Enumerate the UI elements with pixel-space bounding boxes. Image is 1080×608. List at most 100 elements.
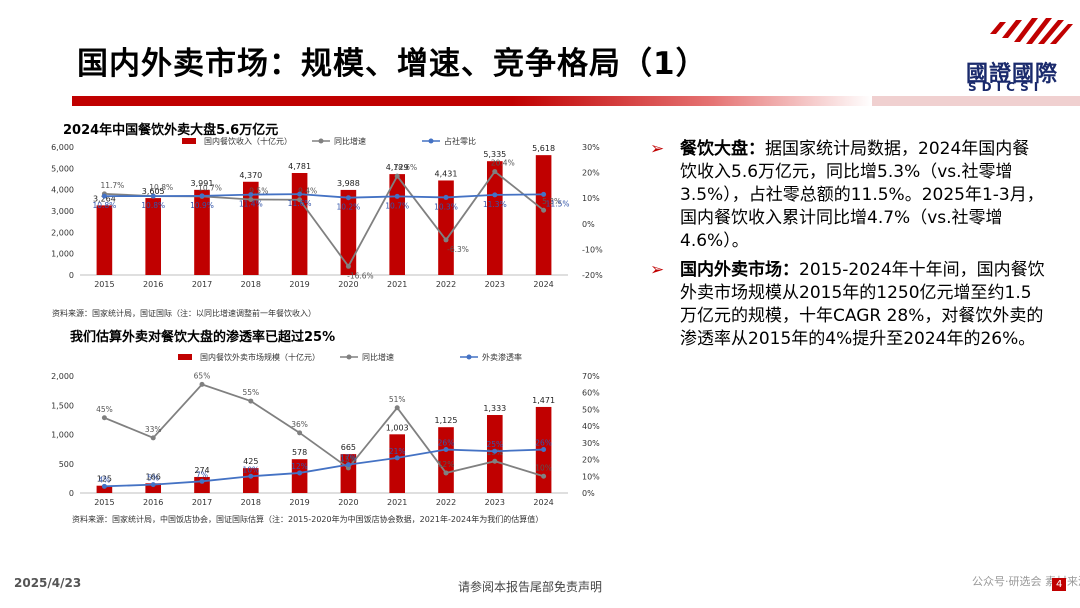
x-tick-label: 2021	[387, 498, 407, 507]
bar	[145, 483, 162, 493]
bar	[438, 427, 454, 493]
x-tick-label: 2020	[338, 498, 358, 507]
bar	[194, 189, 210, 275]
y-right-tick-label: 70%	[582, 372, 600, 381]
ratio-value-label: 7%	[196, 470, 208, 479]
bar	[242, 468, 259, 493]
y-right-tick-label: 20%	[582, 456, 600, 465]
legend-bar-swatch	[178, 354, 192, 360]
ratio-line	[104, 448, 544, 488]
bar-value-label: 1,333	[483, 404, 506, 413]
growth-point	[297, 430, 303, 436]
bar-value-label: 1,125	[435, 416, 458, 425]
y-left-tick-label: 1,500	[51, 401, 74, 410]
bar-value-label: 3,988	[337, 179, 360, 188]
bar-value-label: 665	[341, 443, 356, 452]
y-right-tick-label: 10%	[582, 472, 600, 481]
bullet-text: 2015-2024年十年间，国内餐饮外卖市场规模从2015年的1250亿元增至约…	[680, 260, 1045, 349]
y-right-tick-label: 20%	[582, 169, 600, 178]
footer-disclaimer: 请参阅本报告尾部免责声明	[458, 580, 603, 594]
growth-point	[248, 398, 254, 404]
x-tick-label: 2023	[485, 280, 505, 289]
bar	[486, 161, 503, 275]
ratio-point	[541, 191, 547, 197]
growth-point	[248, 196, 254, 202]
x-tick-label: 2016	[143, 498, 163, 507]
chart2-title: 我们估算外卖对餐饮大盘的渗透率已超过25%	[70, 330, 336, 345]
bar	[291, 459, 308, 493]
growth-value-label: 55%	[242, 388, 259, 397]
x-tick-label: 2024	[533, 498, 553, 507]
y-right-tick-label: 30%	[582, 439, 600, 448]
bullet-heading: 餐饮大盘：	[680, 139, 765, 159]
growth-line	[104, 383, 544, 478]
legend-label: 同比增速	[362, 352, 394, 362]
ratio-point	[345, 462, 351, 468]
y-left-tick-label: 2,000	[51, 372, 74, 381]
legend-bar-swatch	[182, 138, 196, 144]
ratio-line	[104, 193, 544, 199]
bar	[340, 189, 357, 275]
x-tick-label: 2018	[241, 280, 261, 289]
legend-marker	[346, 354, 352, 360]
growth-value-label: 9.4%	[298, 187, 317, 196]
ratio-point	[492, 192, 498, 198]
logo-icon	[990, 18, 1073, 44]
bullet-text: 据国家统计局数据，2024年国内餐饮收入5.6万亿元，同比增5.3%（vs.社零…	[680, 139, 1044, 251]
growth-point	[492, 169, 498, 175]
growth-value-label: -16.6%	[347, 271, 374, 280]
ratio-value-label: 12%	[291, 462, 308, 471]
ratio-point	[492, 448, 498, 454]
ratio-value-label: 5%	[147, 474, 159, 483]
legend-label: 国内餐饮收入（十亿元）	[204, 136, 292, 146]
y-left-tick-label: 1,000	[51, 431, 74, 440]
growth-value-label: 10%	[535, 463, 552, 472]
chart1-source: 资料来源：国家统计局，国证国际（注：以同比增速调整前一年餐饮收入）	[52, 309, 316, 318]
bar	[486, 415, 503, 493]
bar	[389, 434, 406, 493]
bar-value-label: 4,370	[239, 171, 262, 180]
growth-point	[394, 173, 400, 179]
ratio-point	[150, 482, 156, 488]
growth-value-label: 36%	[291, 420, 308, 429]
bar	[96, 205, 113, 275]
bar-value-label: 3,991	[191, 179, 214, 188]
y-left-tick-label: 0	[69, 489, 74, 498]
arrow-icon: ➢	[650, 139, 665, 159]
ratio-value-label: 26%	[535, 439, 552, 448]
legend-label: 国内餐饮外卖市场规模（十亿元）	[200, 352, 320, 362]
y-right-tick-label: -10%	[582, 245, 603, 254]
ratio-point	[443, 447, 449, 453]
ratio-value-label: 4%	[98, 475, 110, 484]
y-right-tick-label: 40%	[582, 422, 600, 431]
y-left-tick-label: 4,000	[51, 186, 74, 195]
growth-point	[199, 381, 205, 387]
legend-marker	[428, 138, 434, 144]
ratio-point	[541, 447, 547, 453]
bar-value-label: 1,003	[386, 423, 409, 432]
x-tick-label: 2015	[94, 280, 114, 289]
ratio-value-label: 26%	[438, 439, 455, 448]
ratio-value-label: 21%	[389, 447, 406, 456]
arrow-icon: ➢	[650, 260, 665, 280]
bar	[242, 181, 259, 275]
growth-value-label: 10.8%	[149, 183, 173, 192]
bar-value-label: 4,781	[288, 162, 311, 171]
y-right-tick-label: 0%	[582, 220, 595, 229]
growth-value-label: 65%	[194, 371, 211, 380]
bar-value-label: 125	[97, 475, 112, 484]
bar	[535, 155, 552, 275]
bullet-heading: 国内外卖市场：	[680, 260, 799, 280]
x-tick-label: 2022	[436, 280, 456, 289]
growth-value-label: 20.4%	[491, 159, 515, 168]
bar-value-label: 274	[194, 466, 209, 475]
growth-point	[443, 237, 449, 243]
bullet-item: ➢ 餐饮大盘：据国家统计局数据，2024年国内餐饮收入5.6万亿元，同比增5.3…	[650, 138, 1045, 253]
y-right-tick-label: 10%	[582, 194, 600, 203]
page-number: 4	[1052, 578, 1067, 591]
y-left-tick-label: 500	[59, 460, 74, 469]
y-left-tick-label: 0	[69, 271, 74, 280]
ratio-value-label: 10.9%	[190, 201, 214, 210]
title-underline-fade	[872, 96, 1080, 106]
x-tick-label: 2019	[289, 498, 309, 507]
